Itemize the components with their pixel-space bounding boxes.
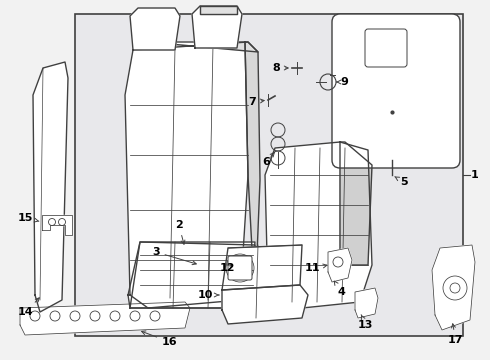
- Polygon shape: [33, 62, 68, 312]
- Text: 5: 5: [395, 177, 408, 187]
- Text: 9: 9: [337, 77, 348, 87]
- Polygon shape: [42, 215, 72, 235]
- Text: 8: 8: [272, 63, 288, 73]
- Text: 7: 7: [248, 97, 264, 107]
- Polygon shape: [125, 42, 248, 308]
- Polygon shape: [355, 288, 378, 318]
- FancyBboxPatch shape: [228, 256, 252, 280]
- Polygon shape: [20, 302, 190, 335]
- Polygon shape: [200, 6, 237, 14]
- Text: 2: 2: [175, 220, 185, 244]
- Text: 14: 14: [18, 298, 39, 317]
- Polygon shape: [245, 42, 260, 305]
- Text: 17: 17: [448, 324, 464, 345]
- Text: 3: 3: [152, 247, 196, 265]
- Bar: [75, 14, 463, 336]
- Polygon shape: [133, 42, 258, 52]
- Text: 12: 12: [220, 263, 236, 273]
- Polygon shape: [128, 242, 260, 308]
- Text: 6: 6: [262, 152, 274, 167]
- Polygon shape: [432, 245, 475, 330]
- Text: 4: 4: [334, 281, 346, 297]
- Polygon shape: [328, 248, 352, 282]
- Polygon shape: [265, 142, 372, 310]
- Text: 11: 11: [305, 263, 327, 273]
- Text: 10: 10: [198, 290, 219, 300]
- Text: 16: 16: [142, 331, 178, 347]
- Polygon shape: [222, 285, 308, 324]
- Text: 15: 15: [18, 213, 39, 223]
- Polygon shape: [130, 8, 180, 50]
- Text: 1: 1: [471, 170, 479, 180]
- Polygon shape: [192, 6, 242, 48]
- Polygon shape: [340, 142, 372, 265]
- Polygon shape: [222, 245, 302, 290]
- FancyBboxPatch shape: [332, 14, 460, 168]
- Polygon shape: [130, 242, 255, 308]
- Text: 13: 13: [358, 315, 373, 330]
